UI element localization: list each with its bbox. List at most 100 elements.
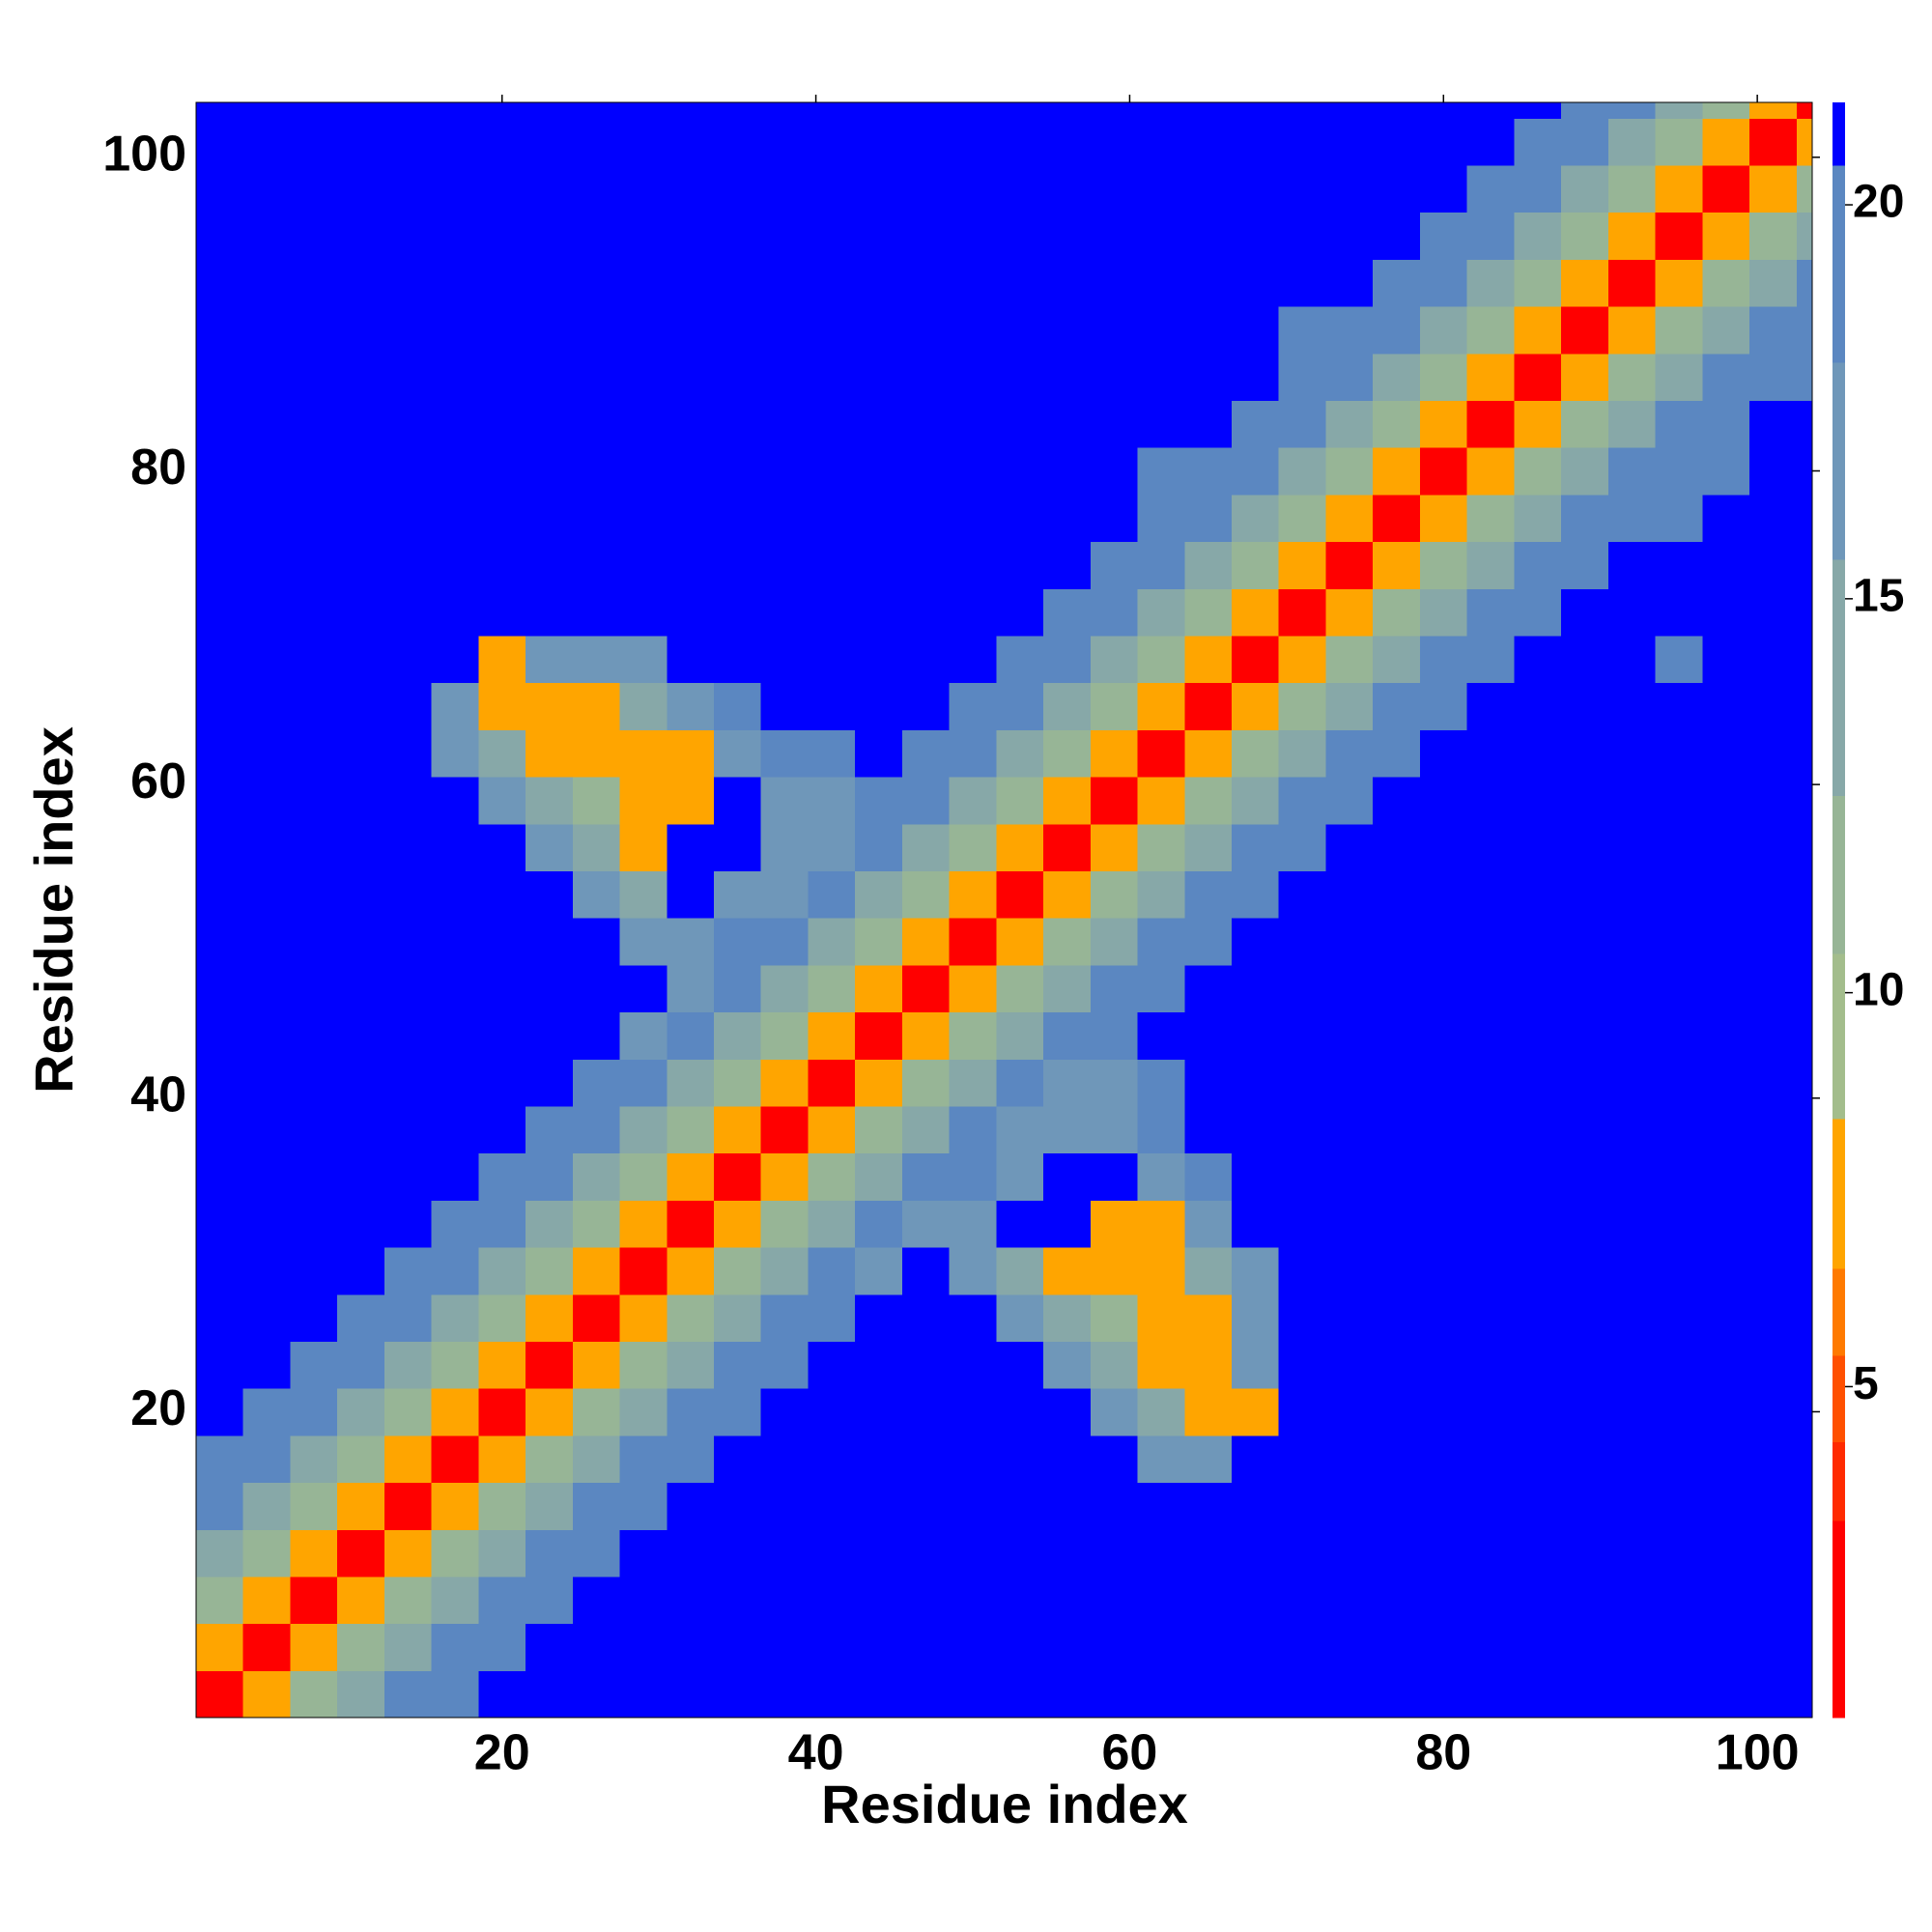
cell — [1043, 588, 1092, 637]
cell — [196, 1529, 244, 1577]
cell — [1137, 400, 1185, 448]
cell — [1419, 118, 1468, 166]
cell — [1232, 494, 1280, 543]
cell — [949, 164, 997, 213]
cell — [1325, 635, 1374, 684]
cell — [431, 1388, 479, 1436]
cell — [714, 1623, 762, 1671]
cell — [290, 1576, 338, 1625]
cell — [1749, 1529, 1798, 1577]
cell — [1373, 588, 1421, 637]
cell — [901, 918, 951, 966]
cell — [1137, 1623, 1185, 1671]
cell — [384, 729, 433, 778]
cell — [1749, 164, 1798, 213]
cell — [1514, 1341, 1562, 1389]
cell — [431, 1435, 479, 1484]
cell — [290, 494, 338, 543]
cell — [242, 212, 292, 260]
cell — [1655, 635, 1703, 684]
cell — [1749, 212, 1798, 260]
cell — [1325, 870, 1374, 919]
cell — [949, 447, 997, 496]
cell — [1796, 102, 1812, 119]
cell — [855, 588, 903, 637]
cell — [760, 729, 810, 778]
cell — [1373, 964, 1421, 1013]
cell — [855, 870, 903, 919]
cell — [526, 1011, 574, 1060]
cell — [1137, 1105, 1185, 1154]
cell — [1796, 447, 1812, 496]
cell — [1278, 494, 1327, 543]
cell — [242, 918, 292, 966]
cell — [572, 259, 621, 307]
cell — [855, 682, 903, 730]
cell — [1796, 1152, 1812, 1201]
cell — [949, 870, 997, 919]
cell — [526, 259, 574, 307]
cell — [667, 494, 715, 543]
cell — [196, 164, 244, 213]
cell — [996, 102, 1044, 119]
cell — [1607, 1388, 1657, 1436]
cell — [478, 1011, 526, 1060]
cell — [808, 1152, 856, 1201]
cell — [760, 306, 810, 355]
cell — [572, 400, 621, 448]
cell — [290, 259, 338, 307]
cell — [1419, 1293, 1468, 1343]
cell — [1090, 588, 1139, 637]
cell — [714, 118, 762, 166]
cell — [526, 729, 574, 778]
cell — [1137, 1293, 1185, 1343]
cell — [290, 1482, 338, 1530]
cell — [478, 918, 526, 966]
cell — [1278, 1152, 1327, 1201]
cell — [855, 1670, 903, 1718]
cell — [1043, 400, 1092, 448]
cell — [196, 964, 244, 1013]
cell — [1561, 1576, 1609, 1625]
cell — [1184, 1200, 1233, 1248]
cell — [1607, 1341, 1657, 1389]
cell — [1655, 1200, 1703, 1248]
cell — [1419, 918, 1468, 966]
cell — [901, 1059, 951, 1107]
cell — [1702, 682, 1750, 730]
cell — [431, 1105, 479, 1154]
cell — [1090, 1529, 1139, 1577]
cell — [1184, 588, 1233, 637]
cell — [949, 541, 997, 589]
cell — [384, 1482, 433, 1530]
cell — [1373, 635, 1421, 684]
cell — [901, 259, 951, 307]
cell — [1184, 353, 1233, 402]
cell — [1232, 400, 1280, 448]
cell — [1655, 102, 1703, 119]
cell — [290, 447, 338, 496]
cell — [1184, 777, 1233, 825]
cell — [855, 212, 903, 260]
cell — [572, 1341, 621, 1389]
cell — [1184, 1293, 1233, 1343]
cell — [901, 1623, 951, 1671]
cell — [1749, 1388, 1798, 1436]
cell — [1184, 306, 1233, 355]
cell — [760, 918, 810, 966]
cell — [431, 1293, 479, 1343]
cell — [1514, 1105, 1562, 1154]
cell — [808, 1670, 856, 1718]
cell — [808, 1341, 856, 1389]
cell — [1090, 1388, 1139, 1436]
cell — [1043, 1011, 1092, 1060]
cell — [1561, 1341, 1609, 1389]
cell — [1702, 212, 1750, 260]
cell — [1749, 1105, 1798, 1154]
cell — [431, 400, 479, 448]
cell — [1232, 1105, 1280, 1154]
cell — [1325, 102, 1374, 119]
cell — [1090, 1670, 1139, 1718]
cell — [526, 1529, 574, 1577]
cell — [808, 1247, 856, 1295]
